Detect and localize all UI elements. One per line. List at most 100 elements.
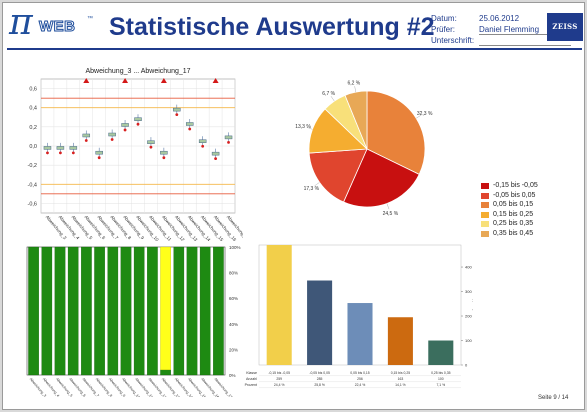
legend-swatch — [481, 183, 489, 189]
value-box — [198, 139, 207, 143]
pi-symbol-icon: π — [9, 2, 33, 43]
value-point — [84, 139, 88, 142]
slice-value-label: 24,5 % — [383, 211, 399, 217]
bar-in-tolerance — [120, 246, 132, 376]
y-tick-label: 80% — [229, 271, 238, 276]
page-title: Statistische Auswertung #2 — [109, 13, 435, 41]
slice-value-label: 6,2 % — [347, 80, 360, 86]
value-point — [227, 140, 230, 144]
y-tick-label: 0% — [229, 373, 236, 378]
value-point — [97, 156, 101, 160]
legend-item: 0,05 bis 0,15 — [481, 200, 538, 210]
page-number: Seite 9 / 14 — [538, 395, 569, 401]
legend-swatch — [481, 202, 489, 208]
y-tick-label: 0,4 — [29, 106, 37, 112]
legend-label: 0,35 bis 0,45 — [493, 229, 534, 237]
value-box — [160, 150, 168, 155]
table-cell: 0,15 bis 0,25 — [391, 371, 411, 375]
y-tick-label: 200 — [465, 314, 472, 319]
bar-in-tolerance — [28, 246, 39, 376]
deviation-chart: Abweichung_3 ... Abweichung_17 0,6 0,4 0,2 0… — [28, 68, 243, 241]
table-cell: 7,1 % — [436, 383, 445, 387]
pruefer-label: Prüfer: — [431, 25, 456, 34]
bar-in-tolerance — [186, 246, 198, 376]
table-cell: 25,8 % — [314, 383, 325, 387]
y-tick-label: 60% — [229, 296, 238, 301]
out-of-tolerance-marker — [122, 78, 129, 83]
value-point — [175, 113, 179, 117]
y-tick-label: -0,2 — [28, 163, 37, 169]
y-tick-label: 0,6 — [29, 87, 37, 93]
value-box — [224, 135, 233, 140]
value-point — [162, 156, 166, 160]
value-point — [214, 157, 218, 161]
legend-item: 0,35 bis 0,45 — [481, 229, 538, 239]
slice-leader-line — [330, 96, 335, 102]
legend-label: -0,05 bis 0,05 — [493, 191, 536, 199]
bar-in-tolerance — [81, 246, 92, 376]
out-of-tolerance-marker — [83, 78, 90, 83]
bar-warning — [160, 246, 171, 371]
unterschrift-label: Unterschrift: — [431, 36, 475, 45]
y-tick-label: -0,4 — [28, 182, 37, 188]
value-box — [108, 132, 116, 137]
tolerance-percent-chart: 0%20%40%60%80%100%Abweichung_3Abweichung… — [26, 245, 241, 397]
slice-value-label: 32,3 % — [417, 111, 433, 117]
y-tick-label: 0,2 — [29, 125, 37, 131]
signature-line — [479, 45, 571, 46]
legend-item: -0,15 bis -0,05 — [481, 181, 538, 191]
bar-in-tolerance — [213, 246, 224, 376]
legend-label: 0,05 bis 0,15 — [493, 201, 534, 208]
slice-value-label: 17,3 % — [304, 186, 320, 192]
legend-swatch — [481, 221, 489, 227]
chart-title: Abweichung_3 ... Abweichung_17 — [85, 68, 190, 75]
legend-item: 0,15 bis 0,25 — [481, 210, 538, 220]
histogram-bar — [428, 340, 454, 365]
y-tick-label: 400 — [465, 265, 472, 270]
bar-in-tolerance — [147, 246, 158, 376]
value-point — [201, 144, 205, 148]
bar-in-tolerance — [107, 246, 119, 376]
table-cell: 285 — [317, 377, 323, 381]
y-tick-label: 0 — [465, 363, 468, 368]
y-tick-label: 0,0 — [29, 144, 37, 150]
pie-legend: -0,15 bis -0,05 -0,05 bis 0,05 0,05 bis 0,… — [481, 181, 538, 238]
bar-in-tolerance — [67, 246, 79, 376]
value-box — [121, 123, 129, 127]
legend-item: -0,05 bis 0,05 — [481, 191, 538, 201]
slice-value-label: 13,3 % — [295, 124, 311, 130]
value-point — [188, 127, 192, 131]
histogram-bar — [266, 245, 292, 365]
legend-label: 0,25 bis 0,35 — [493, 220, 534, 227]
zeiss-logo: ZEISS — [547, 13, 583, 41]
value-box — [69, 146, 78, 150]
table-cell: 14,1 % — [395, 383, 406, 387]
y-axis-label: Anzahl — [471, 299, 473, 311]
pruefer-rule — [479, 34, 571, 35]
y-tick-label: 300 — [465, 289, 472, 294]
out-of-tolerance-marker — [160, 78, 167, 83]
value-box — [185, 122, 194, 126]
out-of-tolerance-marker — [212, 78, 219, 83]
table-cell: 100 — [438, 377, 444, 381]
bar-in-tolerance — [160, 369, 171, 376]
value-point — [149, 145, 153, 149]
histogram-bar — [307, 280, 333, 365]
table-cell: 0,25 bis 0,35 — [431, 371, 451, 375]
value-box — [211, 151, 220, 156]
bar-in-tolerance — [199, 246, 211, 376]
value-box — [173, 107, 181, 112]
legend-label: -0,15 bis -0,05 — [493, 182, 538, 189]
legend-swatch — [481, 192, 489, 199]
piweb-logo: π WEB ™ — [9, 3, 101, 45]
value-point — [123, 128, 127, 132]
datum-value: 25.06.2012 — [479, 14, 520, 23]
value-box — [147, 140, 155, 144]
datum-label: Datum: — [431, 14, 457, 23]
value-point — [136, 122, 140, 126]
legend-item: 0,25 bis 0,35 — [481, 219, 538, 229]
y-tick-label: 100 — [465, 338, 472, 343]
y-tick-label: -0,6 — [28, 201, 37, 207]
table-cell: -0,15 bis -0,05 — [268, 371, 290, 375]
slice-leader-line — [386, 203, 390, 210]
